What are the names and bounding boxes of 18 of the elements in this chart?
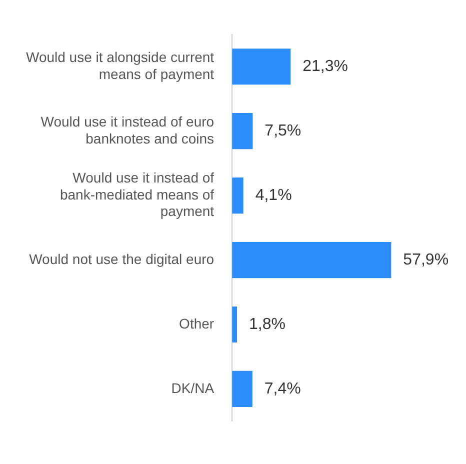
data-label: 21,3%	[302, 58, 348, 76]
bar	[232, 48, 291, 85]
data-label: 7,4%	[264, 380, 301, 398]
data-label: 4,1%	[255, 186, 292, 204]
bar	[232, 242, 392, 278]
data-label: 57,9%	[403, 251, 449, 268]
bar	[232, 370, 252, 408]
data-label: 1,8%	[249, 316, 286, 333]
y-tick-label: Would not use the digital euro	[29, 250, 214, 267]
bar	[232, 113, 253, 150]
y-tick-label: Other	[179, 315, 214, 332]
y-tick-label: Would use it instead of bank-mediated means of payment	[60, 170, 214, 220]
bar	[232, 306, 238, 343]
bar	[232, 178, 244, 214]
y-tick-label: Would use it alongside current means of payment	[26, 49, 214, 82]
data-label: 7,5%	[264, 122, 302, 140]
y-tick-label: Would use it instead of euro banknotes and coins	[40, 114, 214, 146]
y-tick-label: DK/NA	[171, 380, 215, 396]
